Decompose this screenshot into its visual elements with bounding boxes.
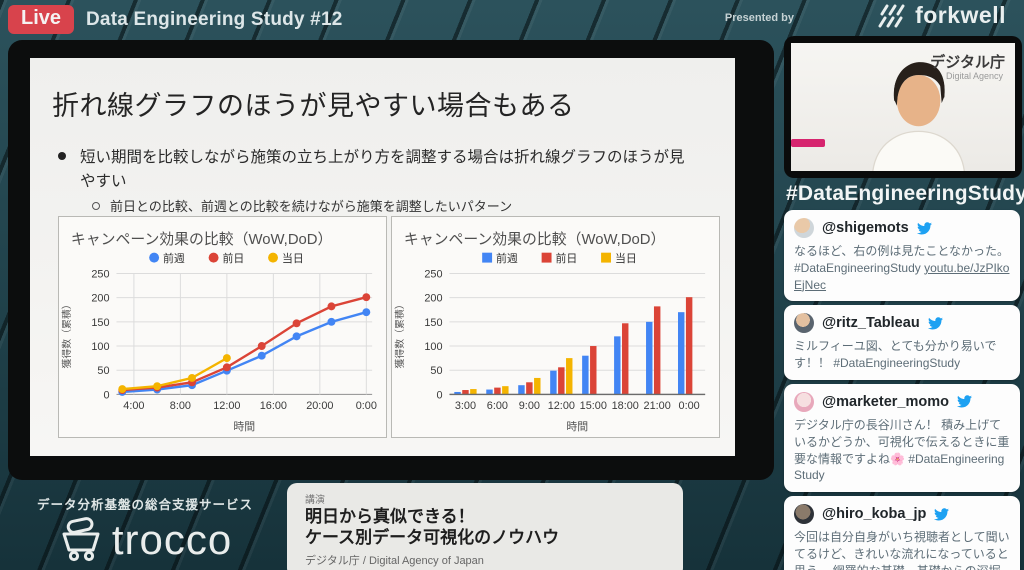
svg-text:4:00: 4:00 [123, 400, 144, 412]
sub-bullet-dot-icon [92, 202, 100, 210]
webcam-video: デジタル庁 Digital Agency [791, 43, 1015, 171]
avatar [794, 391, 814, 412]
svg-text:150: 150 [424, 317, 442, 329]
top-bar: Live Data Engineering Study #12 Presente… [0, 0, 1024, 40]
sponsor-tagline: データ分析基盤の総合支援サービス [36, 498, 253, 512]
twitter-icon [956, 395, 972, 408]
sponsor-name: trocco [111, 516, 233, 563]
svg-text:250: 250 [424, 268, 442, 280]
tweet-card: @marketer_momo デジタル庁の長谷川さん！ 積み上げているかどうか、… [784, 383, 1020, 493]
talk-title-line1: 明日から真似できる！ [305, 507, 475, 526]
webcam-frame: デジタル庁 Digital Agency [784, 36, 1022, 178]
tweet-text: 今回は自分自身がいち視聴者として聞いてるけど、きれいな流れになっていると思う。 … [794, 530, 1010, 570]
svg-text:12:00: 12:00 [548, 400, 575, 412]
slide-bullet: 短い期間を比較しながら施策の立ち上がり方を調整する場合は折れ線グラフのほうが見や… [58, 146, 698, 194]
svg-text:9:00: 9:00 [519, 400, 540, 412]
bullet-dot-icon [58, 152, 66, 160]
svg-text:0:00: 0:00 [679, 400, 700, 412]
twitter-icon [934, 507, 950, 521]
svg-text:12:00: 12:00 [213, 400, 240, 412]
svg-text:0: 0 [103, 389, 109, 401]
lower-third-bar [791, 139, 825, 147]
svg-text:50: 50 [430, 365, 442, 377]
svg-text:キャンペーン効果の比較（WoW,DoD）: キャンペーン効果の比較（WoW,DoD） [71, 230, 333, 248]
svg-text:21:00: 21:00 [644, 400, 671, 412]
tweet-card: @ritz_Tableau ミルフィーユ図、とても分かり易いです！！ #Data… [784, 305, 1020, 380]
event-hashtag: #DataEngineeringStudy [786, 182, 1024, 205]
tweet-handle[interactable]: @shigemots [822, 220, 909, 236]
presented-by-label: Presented by [724, 12, 794, 24]
line-chart-box: キャンペーン効果の比較（WoW,DoD） 前週 前日 当日 0 50 100 150 200 25… [58, 216, 387, 438]
avatar [794, 218, 814, 238]
bar-chart-svg: キャンペーン効果の比較（WoW,DoD） 前週 前日 当日 0 50 100 150 200 25… [393, 230, 706, 433]
svg-text:0: 0 [436, 389, 442, 401]
sponsor-block: データ分析基盤の総合支援サービス trocco [30, 494, 260, 563]
svg-text:100: 100 [91, 341, 109, 353]
trocco-logo: trocco [30, 517, 260, 563]
svg-text:3:00: 3:00 [455, 400, 476, 412]
tweet-handle[interactable]: @marketer_momo [822, 393, 949, 410]
svg-text:0:00: 0:00 [356, 400, 377, 412]
svg-text:前週: 前週 [163, 251, 185, 265]
svg-text:50: 50 [97, 365, 109, 377]
talk-label: 講演 [305, 495, 325, 506]
svg-text:獲得数（累積）: 獲得数（累積） [393, 299, 406, 368]
trocco-cart-icon [62, 517, 100, 562]
presentation-slide: 折れ線グラフのほうが見やすい場合もある 短い期間を比較しながら施策の立ち上がり方… [30, 58, 735, 456]
slide-frame: 折れ線グラフのほうが見やすい場合もある 短い期間を比較しながら施策の立ち上がり方… [8, 40, 774, 480]
tweet-text: なるほど、右の例は見たことなかった。#DataEngineeringStudy … [794, 244, 1010, 292]
speaker-person [872, 62, 965, 171]
brand-name: forkwell [915, 2, 1006, 28]
svg-text:200: 200 [91, 293, 109, 305]
tweet-feed: @shigemots なるほど、右の例は見たことなかった。#DataEngine… [784, 210, 1020, 570]
svg-text:8:00: 8:00 [170, 400, 191, 412]
tweet-text: ミルフィーユ図、とても分かり易いです！！ #DataEngineeringStu… [794, 339, 997, 371]
svg-text:当日: 当日 [282, 251, 304, 265]
talk-title-line2: ケース別データ可視化のノウハウ [305, 528, 560, 548]
svg-text:時間: 時間 [566, 420, 588, 433]
svg-text:150: 150 [91, 317, 109, 329]
live-badge: Live [8, 5, 75, 34]
bar-chart-box: キャンペーン効果の比較（WoW,DoD） 前週 前日 当日 0 50 100 150 200 25… [391, 216, 720, 438]
svg-text:250: 250 [91, 268, 109, 280]
slide-title: 折れ線グラフのほうが見やすい場合もある [52, 91, 575, 121]
stream-title: Data Engineering Study #12 [86, 9, 343, 30]
svg-text:18:00: 18:00 [612, 400, 639, 412]
forkwell-slashes-icon [878, 4, 905, 27]
tweet-card: @shigemots なるほど、右の例は見たことなかった。#DataEngine… [784, 210, 1020, 302]
svg-text:前日: 前日 [223, 251, 245, 265]
avatar [794, 313, 814, 334]
talk-organization: デジタル庁 / Digital Agency of Japan [305, 554, 484, 567]
svg-text:15:00: 15:00 [580, 400, 607, 412]
tweet-card: @hiro_koba_jp 今回は自分自身がいち視聴者として聞いてるけど、きれい… [784, 496, 1020, 570]
charts-row: キャンペーン効果の比較（WoW,DoD） 前週 前日 当日 0 50 100 150 200 25… [58, 216, 720, 438]
twitter-icon [916, 221, 932, 234]
svg-text:時間: 時間 [233, 420, 255, 433]
tweet-text: デジタル庁の長谷川さん！ 積み上げているかどうか、可視化で伝えるときに重要な情報… [794, 417, 1010, 483]
tweet-handle[interactable]: @hiro_koba_jp [822, 506, 927, 523]
avatar [794, 504, 814, 525]
tweet-link[interactable]: youtu.be/JzPIkoEjNec [794, 260, 1010, 292]
svg-text:20:00: 20:00 [306, 400, 333, 412]
svg-text:キャンペーン効果の比較（WoW,DoD）: キャンペーン効果の比較（WoW,DoD） [404, 230, 666, 248]
svg-text:16:00: 16:00 [260, 400, 287, 412]
webcam-subcaption: Digital Agency [945, 71, 1003, 81]
tweet-handle[interactable]: @ritz_Tableau [822, 315, 920, 332]
webcam-caption: デジタル庁 [930, 54, 1005, 71]
talk-info-panel: 講演 明日から真似できる！ ケース別データ可視化のノウハウ デジタル庁 / Di… [287, 483, 683, 570]
slide-sub-bullet: 前日との比較、前週との比較を続けながら施策を調整したいパターン [92, 196, 512, 215]
svg-text:100: 100 [424, 341, 442, 353]
svg-text:200: 200 [424, 293, 442, 305]
svg-text:当日: 当日 [615, 251, 637, 265]
svg-text:6:00: 6:00 [487, 400, 508, 412]
svg-text:前週: 前週 [496, 251, 518, 265]
forkwell-logo: forkwell [878, 2, 1006, 29]
svg-text:前日: 前日 [556, 251, 578, 265]
twitter-icon [927, 317, 943, 330]
line-chart-svg: キャンペーン効果の比較（WoW,DoD） 前週 前日 当日 0 50 100 150 200 25… [60, 230, 377, 433]
svg-text:獲得数（累積）: 獲得数（累積） [60, 299, 73, 368]
